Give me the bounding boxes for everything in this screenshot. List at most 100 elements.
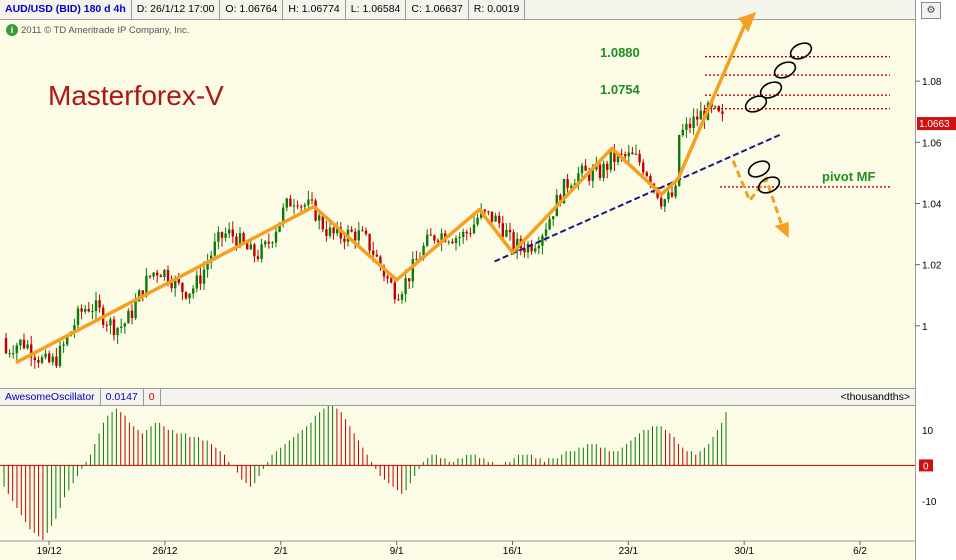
candle-body [721,111,724,115]
candle-body [433,235,436,241]
candle-body [94,300,98,312]
candle-body [631,152,634,155]
candle-body [692,116,695,128]
candle-body [292,205,296,207]
oscillator-axis-label: 0 [923,461,929,472]
candle-body [58,345,62,366]
candle-body [26,344,29,349]
candle-body [714,106,717,108]
candle-body [318,215,321,221]
candle-body [685,123,688,130]
candle-body [573,183,576,186]
wave-path [15,25,746,365]
support-trendline [494,133,782,263]
candle-body [616,153,620,163]
candle-body [372,250,375,255]
candle-body [163,269,166,278]
candle-body [501,223,504,237]
high-readout: H: 1.06774 [283,0,346,19]
candle-body [451,241,454,244]
candle-body [170,282,173,289]
candle-body [584,165,587,171]
candle-body [148,275,152,277]
candle-body [606,163,609,170]
candle-body [8,353,11,355]
candle-body [390,278,393,283]
watermark-text: Masterforex-V [48,80,224,111]
candle-body [699,110,702,120]
candle-body [429,234,432,236]
candle-body [238,233,242,247]
close-readout: C: 1.06637 [406,0,469,19]
level-marker-circle [744,95,768,113]
price-axis-label: 1.08 [922,77,942,88]
indicator-value: 0.0147 [101,389,144,405]
candle-body [638,153,641,163]
candle-body [271,242,274,244]
candle-body [84,308,87,312]
candle-body [462,231,465,238]
candle-body [602,163,605,178]
info-icon[interactable]: i [6,24,18,36]
candle-body [51,356,54,363]
candle-body [199,275,202,284]
candle-body [174,278,177,289]
time-axis-label: 16/1 [503,546,523,557]
candle-body [55,356,58,366]
candle-body [559,195,562,204]
candle-body [465,231,468,234]
candle-body [696,116,699,120]
candle-body [508,230,512,233]
candle-body [354,231,357,241]
candle-body [228,229,231,234]
candle-body [537,245,540,249]
low-readout: L: 1.06584 [346,0,407,19]
candle-body [620,153,623,155]
candle-body [523,248,526,253]
candle-body [598,164,602,178]
candle-body [274,231,278,243]
candle-body [660,197,663,207]
candle-body [382,266,386,277]
candle-body [303,204,306,207]
candle-body [328,227,332,236]
candle-body [454,238,458,244]
chart-settings-icon[interactable]: ⚙ [921,2,941,19]
candle-body [577,173,580,184]
time-axis-label: 6/2 [853,546,867,557]
candle-body [447,241,450,243]
candle-body [624,154,627,157]
pivot-label: pivot MF [822,169,875,184]
candle-body [202,269,206,284]
candle-body [282,207,285,223]
level-marker-circle [757,176,781,194]
level-marker-circle [773,61,797,79]
candle-body [634,153,638,155]
candle-body [91,311,94,313]
candle-body [627,152,630,157]
candle-body [296,205,299,207]
candle-body [472,224,476,234]
candle-body [166,269,170,283]
candle-body [159,275,162,278]
indicator-name[interactable]: AwesomeOscillator [0,389,101,405]
candle-body [235,236,238,247]
candle-body [145,275,148,297]
price-axis-label: 1.04 [922,200,942,211]
candle-body [674,185,677,197]
candle-body [141,290,144,297]
symbol-label[interactable]: AUD/USD (BID) 180 d 4h [0,0,132,19]
projection-arrowhead [774,221,789,238]
candle-body [645,172,648,177]
candle-body [66,336,69,345]
candle-body [411,259,414,282]
candle-body [152,272,155,277]
time-axis-label: 23/1 [619,546,639,557]
oscillator-zero-badge [919,459,933,472]
candle-body [364,230,368,234]
target-label-upper: 1.0880 [600,45,640,60]
candle-body [87,308,90,312]
candle-body [458,237,461,239]
projection-path [731,160,785,229]
